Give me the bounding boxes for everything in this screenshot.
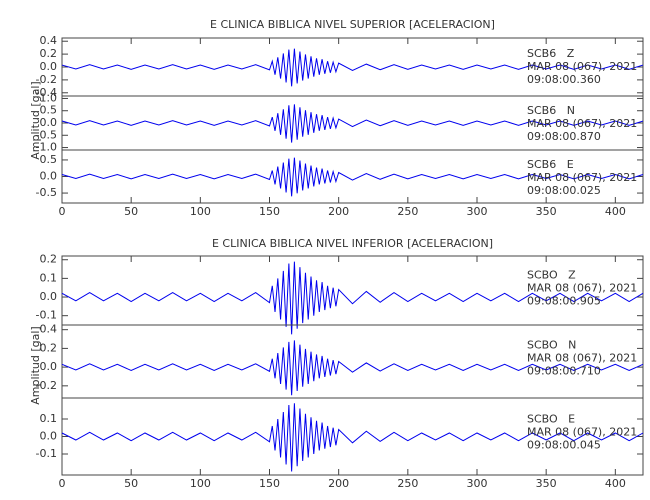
x-tick-label: 50 bbox=[124, 477, 138, 490]
y-tick-label: 0.0 bbox=[40, 60, 58, 73]
x-tick-label: 100 bbox=[190, 205, 211, 218]
y-tick-label: -1.0 bbox=[36, 141, 57, 154]
x-tick-label: 300 bbox=[467, 205, 488, 218]
y-tick-label: -0.2 bbox=[36, 73, 57, 86]
station-annotation: 09:08:00.905 bbox=[527, 294, 601, 307]
station-annotation: SCBO N bbox=[527, 338, 576, 351]
y-tick-label: -0.1 bbox=[36, 309, 57, 322]
waveform bbox=[61, 261, 644, 335]
y-tick-label: -0.2 bbox=[36, 379, 57, 392]
y-tick-label: 0.5 bbox=[40, 153, 58, 166]
waveform bbox=[61, 340, 644, 396]
station-annotation: MAR 08 (067), 2021 bbox=[527, 117, 637, 130]
x-tick-label: 250 bbox=[397, 477, 418, 490]
y-tick-label: 0.1 bbox=[40, 412, 58, 425]
station-annotation: 09:08:00.710 bbox=[527, 364, 601, 377]
waveform bbox=[61, 104, 644, 143]
station-annotation: MAR 08 (067), 2021 bbox=[527, 60, 637, 73]
y-tick-label: 0.0 bbox=[40, 430, 58, 443]
y-tick-label: -0.1 bbox=[36, 447, 57, 460]
x-tick-label: 50 bbox=[124, 205, 138, 218]
station-annotation: SCBO Z bbox=[527, 268, 576, 281]
station-annotation: SCB6 E bbox=[527, 158, 574, 171]
station-annotation: MAR 08 (067), 2021 bbox=[527, 171, 637, 184]
x-tick-label: 0 bbox=[59, 477, 66, 490]
chart-title: E CLINICA BIBLICA NIVEL INFERIOR [ACELER… bbox=[212, 237, 493, 250]
x-tick-label: 0 bbox=[59, 205, 66, 218]
station-annotation: SCBO E bbox=[527, 413, 575, 426]
y-tick-label: 0.0 bbox=[40, 170, 58, 183]
station-annotation: 09:08:00.045 bbox=[527, 439, 601, 452]
y-tick-label: -0.5 bbox=[36, 186, 57, 199]
y-tick-label: 0.0 bbox=[40, 290, 58, 303]
y-tick-label: 0.4 bbox=[40, 34, 58, 47]
y-axis-label: Amplitud [gal] bbox=[29, 81, 42, 159]
chart-title: E CLINICA BIBLICA NIVEL SUPERIOR [ACELER… bbox=[210, 18, 495, 31]
station-annotation: 09:08:00.025 bbox=[527, 184, 601, 197]
y-tick-label: 0.1 bbox=[40, 271, 58, 284]
x-tick-label: 200 bbox=[328, 477, 349, 490]
station-annotation: MAR 08 (067), 2021 bbox=[527, 351, 637, 364]
x-tick-label: 150 bbox=[259, 205, 280, 218]
x-tick-label: 150 bbox=[259, 477, 280, 490]
x-tick-label: 250 bbox=[397, 205, 418, 218]
station-annotation: 09:08:00.870 bbox=[527, 130, 601, 143]
y-tick-label: 0.4 bbox=[40, 323, 58, 336]
y-tick-label: 1.0 bbox=[40, 91, 58, 104]
station-annotation: MAR 08 (067), 2021 bbox=[527, 426, 637, 439]
waveform bbox=[61, 48, 644, 87]
x-tick-label: 300 bbox=[467, 477, 488, 490]
x-tick-label: 400 bbox=[605, 205, 626, 218]
y-tick-label: 0.0 bbox=[40, 360, 58, 373]
x-tick-label: 100 bbox=[190, 477, 211, 490]
y-tick-label: 0.2 bbox=[40, 253, 58, 266]
y-tick-label: 0.0 bbox=[40, 116, 58, 129]
station-annotation: 09:08:00.360 bbox=[527, 73, 601, 86]
y-tick-label: 0.2 bbox=[40, 47, 58, 60]
x-tick-label: 350 bbox=[536, 477, 557, 490]
y-tick-label: 0.2 bbox=[40, 341, 58, 354]
y-axis-label: Amplitud [gal] bbox=[29, 326, 42, 404]
y-tick-label: -0.5 bbox=[36, 128, 57, 141]
station-annotation: SCB6 N bbox=[527, 104, 575, 117]
station-annotation: MAR 08 (067), 2021 bbox=[527, 281, 637, 294]
y-tick-label: 0.5 bbox=[40, 104, 58, 117]
y-tick-label: -0.4 bbox=[36, 86, 57, 99]
station-annotation: SCB6 Z bbox=[527, 47, 575, 60]
waveform bbox=[61, 403, 644, 472]
x-tick-label: 400 bbox=[605, 477, 626, 490]
x-tick-label: 200 bbox=[328, 205, 349, 218]
waveform bbox=[61, 157, 644, 197]
x-tick-label: 350 bbox=[536, 205, 557, 218]
